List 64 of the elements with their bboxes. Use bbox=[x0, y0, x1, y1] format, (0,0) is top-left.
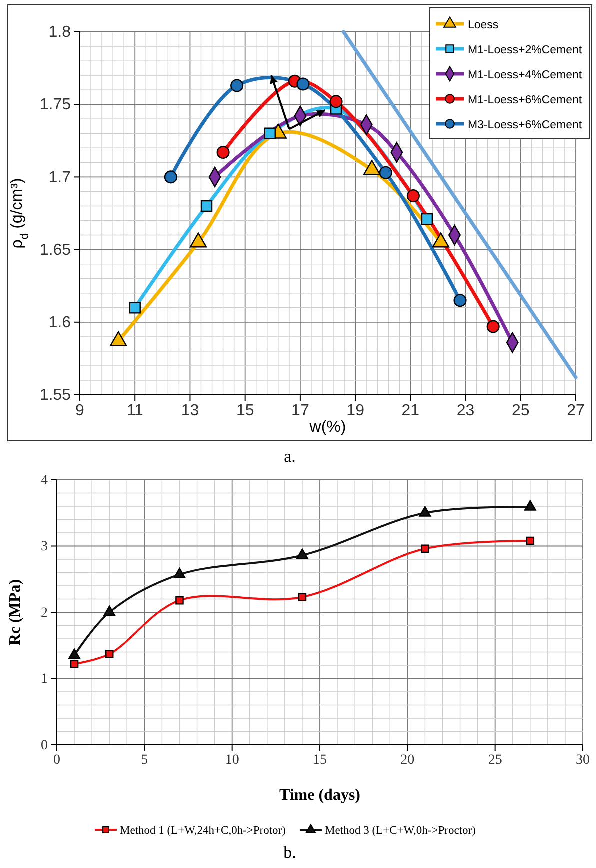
legend-label: M3-Loess+6%Cement bbox=[468, 120, 583, 132]
y-tick-label: 1 bbox=[41, 672, 48, 688]
point bbox=[174, 568, 186, 578]
point bbox=[200, 200, 213, 212]
x-tick-label: 13 bbox=[181, 402, 200, 420]
point bbox=[68, 648, 81, 660]
x-tick-label: 27 bbox=[567, 402, 585, 420]
point bbox=[176, 596, 184, 605]
x-tick-label: 15 bbox=[236, 402, 254, 420]
x-tick-label: 23 bbox=[456, 402, 475, 420]
x-tick-label: 9 bbox=[76, 402, 85, 420]
point bbox=[330, 95, 343, 108]
point bbox=[264, 128, 276, 140]
x-tick-label: 17 bbox=[292, 402, 310, 420]
y-tick-label: 1.6 bbox=[48, 314, 72, 332]
point bbox=[296, 548, 308, 560]
point bbox=[104, 606, 116, 616]
x-axis-title: w(%) bbox=[308, 419, 346, 436]
point bbox=[70, 660, 79, 668]
point bbox=[379, 166, 392, 180]
x-tick-label: 10 bbox=[225, 752, 240, 768]
legend-label: M1-Loess+6%Cement bbox=[468, 94, 583, 106]
text: a. bbox=[284, 447, 296, 466]
text: b. bbox=[284, 843, 296, 862]
point bbox=[164, 170, 178, 184]
point bbox=[406, 190, 420, 203]
point bbox=[454, 294, 467, 308]
y-tick-label: 1.8 bbox=[48, 24, 72, 42]
legend-label: M1-Loess+4%Cement bbox=[468, 70, 583, 82]
point bbox=[524, 500, 536, 511]
point bbox=[296, 78, 310, 91]
x-axis-title: Time (days) bbox=[279, 787, 361, 804]
y-tick-label: 1.65 bbox=[40, 242, 72, 259]
y-tick-label: 3 bbox=[41, 540, 48, 555]
legend-label: Method 1 (L+W,24h+C,0h->Protor) bbox=[120, 825, 286, 837]
point bbox=[129, 302, 141, 314]
point bbox=[486, 320, 500, 334]
y-axis-title: Rc (MPa) bbox=[7, 579, 24, 646]
y-tick-label: 0 bbox=[41, 738, 48, 754]
y-tick-label: 2 bbox=[41, 606, 48, 621]
point bbox=[230, 79, 244, 92]
x-tick-label: 19 bbox=[346, 402, 365, 420]
y-tick-label: 1.75 bbox=[40, 96, 72, 114]
legend-label: M1-Loess+2%Cement bbox=[468, 44, 583, 56]
x-tick-label: 20 bbox=[400, 752, 415, 768]
x-tick-label: 11 bbox=[126, 402, 144, 420]
point bbox=[419, 506, 432, 517]
point bbox=[298, 593, 307, 602]
legend-label: Loess bbox=[468, 20, 499, 32]
point bbox=[421, 213, 434, 226]
x-tick-label: 30 bbox=[576, 752, 590, 768]
x-tick-label: 25 bbox=[512, 402, 530, 420]
x-tick-label: 15 bbox=[313, 752, 327, 768]
point bbox=[216, 146, 230, 160]
x-tick-label: 25 bbox=[488, 752, 502, 768]
point bbox=[526, 536, 535, 546]
point bbox=[421, 544, 430, 554]
x-tick-label: 21 bbox=[402, 402, 420, 420]
legend-label: Method 3 (L+C+W,0h->Proctor) bbox=[324, 825, 476, 837]
y-tick-label: 1.7 bbox=[48, 169, 72, 186]
x-tick-label: 5 bbox=[141, 752, 148, 768]
y-tick-label: 4 bbox=[41, 473, 48, 488]
point bbox=[105, 650, 114, 658]
y-tick-label: 1.55 bbox=[40, 387, 72, 404]
